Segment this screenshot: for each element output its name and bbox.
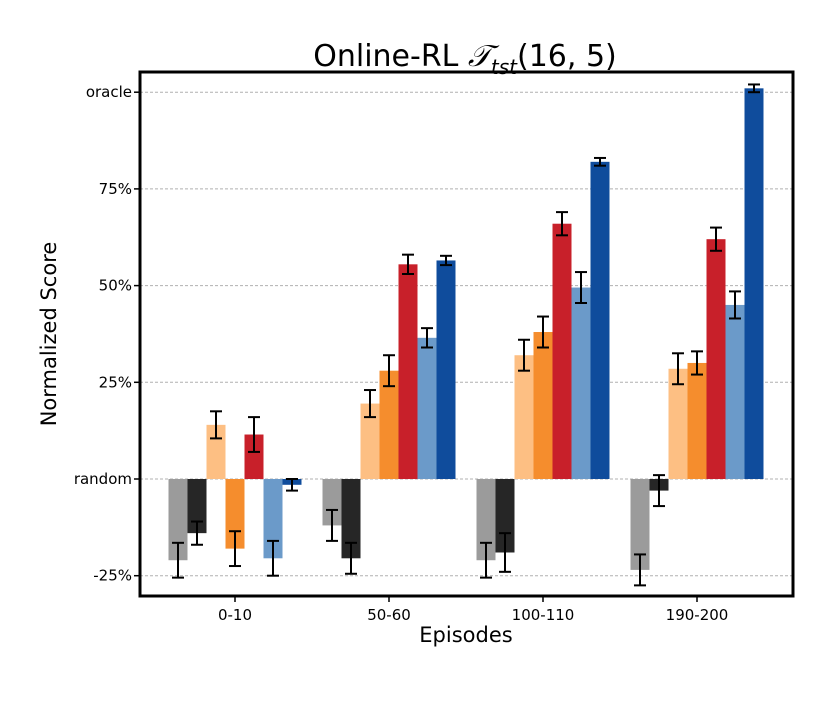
bar [744, 88, 764, 479]
bar [668, 368, 688, 479]
x-axis-title: Episodes [419, 623, 512, 647]
bars [168, 88, 764, 570]
bar [168, 479, 188, 561]
bar [552, 223, 572, 479]
x-tick-label: 50-60 [367, 606, 411, 624]
y-tick-label: 50% [99, 277, 132, 295]
y-tick-label: 25% [99, 373, 132, 391]
x-tick-label: 190-200 [666, 606, 729, 624]
bar [341, 479, 361, 559]
y-axis-ticks: -25% random 25% 50% 75% oracle [74, 83, 140, 585]
bar [590, 161, 610, 479]
bar [687, 362, 707, 479]
error-bars [172, 83, 760, 587]
bar [263, 479, 283, 559]
y-tick-label: oracle [86, 83, 132, 101]
bar [630, 479, 650, 570]
y-axis-title: Normalized Score [37, 242, 61, 427]
bar [571, 287, 591, 479]
y-tick-label: random [74, 470, 132, 488]
y-tick-label: 75% [99, 180, 132, 198]
bar [514, 355, 534, 479]
grid-lines [140, 91, 793, 577]
bar [533, 332, 553, 479]
bar [244, 434, 264, 479]
bar [398, 264, 418, 479]
bar [417, 337, 437, 479]
bar [476, 479, 496, 561]
bar [360, 403, 380, 479]
plot-frame [138, 70, 795, 598]
y-tick-label: -25% [93, 567, 132, 585]
bar [379, 370, 399, 479]
x-axis-ticks: 0-10 50-60 100-110 190-200 [218, 596, 728, 624]
x-tick-label: 0-10 [218, 606, 252, 624]
bar [187, 479, 207, 534]
bar [322, 479, 342, 526]
bar [436, 260, 456, 479]
x-tick-label: 100-110 [512, 606, 575, 624]
bar [725, 304, 745, 479]
bar [706, 239, 726, 479]
